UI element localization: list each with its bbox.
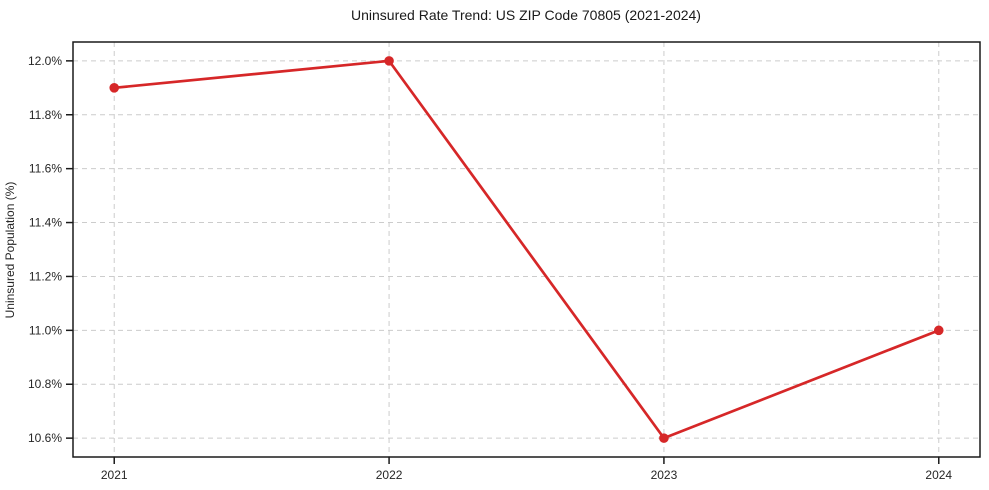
x-tick-label: 2024 — [925, 468, 952, 482]
y-tick-label: 11.4% — [29, 216, 62, 230]
x-tick-label: 2022 — [376, 468, 403, 482]
plot-border — [72, 41, 981, 458]
y-tick-label: 11.6% — [29, 162, 62, 176]
trend-line — [112, 59, 941, 440]
x-tick-label: 2023 — [651, 468, 678, 482]
y-tick-label: 11.0% — [29, 323, 62, 337]
y-tick-label: 11.8% — [29, 108, 62, 122]
y-tick-label: 11.2% — [29, 269, 62, 283]
data-point-marker — [659, 433, 669, 443]
grid-layer — [73, 42, 980, 457]
y-tick-label: 12.0% — [28, 54, 62, 68]
axis-layer: 10.6% 10.8% 11.0% 11.2% 11.4% 11.6% 11.8% 12.0%… — [28, 41, 981, 482]
y-tick-label: 10.8% — [28, 377, 62, 391]
data-point-marker — [933, 325, 944, 336]
data-point-marker — [109, 83, 120, 93]
x-tick-label: 2021 — [101, 468, 128, 482]
data-point-marker — [384, 56, 394, 66]
y-tick-label: 10.6% — [28, 431, 62, 445]
data-series-layer — [109, 56, 944, 443]
chart-title: Uninsured Rate Trend: US ZIP Code 70805 … — [351, 7, 701, 23]
y-axis-label: Uninsured Population (%) — [3, 182, 17, 319]
